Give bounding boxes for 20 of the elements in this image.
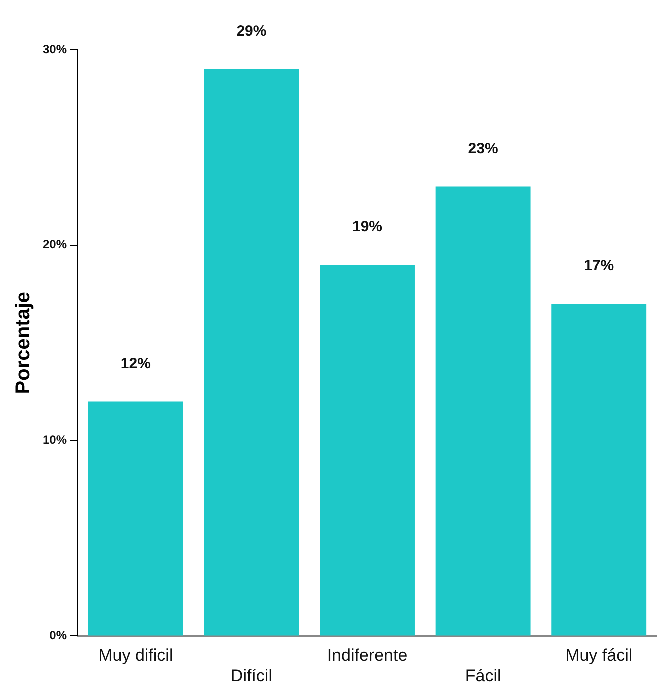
data-label: 29% bbox=[236, 23, 267, 40]
x-tick-label: Indiferente bbox=[327, 646, 408, 666]
data-label: 17% bbox=[584, 258, 614, 275]
bar bbox=[552, 304, 647, 636]
data-label: 19% bbox=[352, 218, 383, 236]
y-tick-label: 10% bbox=[42, 433, 68, 448]
bar bbox=[320, 264, 415, 636]
y-tick-label: 30% bbox=[42, 42, 68, 56]
bar bbox=[436, 186, 531, 636]
x-tick-label: Difícil bbox=[230, 666, 272, 686]
bar bbox=[88, 402, 184, 636]
y-tick-label: 20% bbox=[42, 238, 68, 252]
y-tick-label: 0% bbox=[50, 628, 68, 643]
data-label: 12% bbox=[120, 355, 151, 372]
x-tick-label: Muy fácil bbox=[566, 646, 633, 666]
x-tick-label: Fácil bbox=[465, 666, 502, 686]
x-tick-label: Muy dificil bbox=[98, 646, 174, 666]
bar bbox=[204, 70, 300, 636]
y-axis-title: Porcentaje bbox=[12, 292, 35, 394]
data-label: 23% bbox=[468, 140, 498, 158]
